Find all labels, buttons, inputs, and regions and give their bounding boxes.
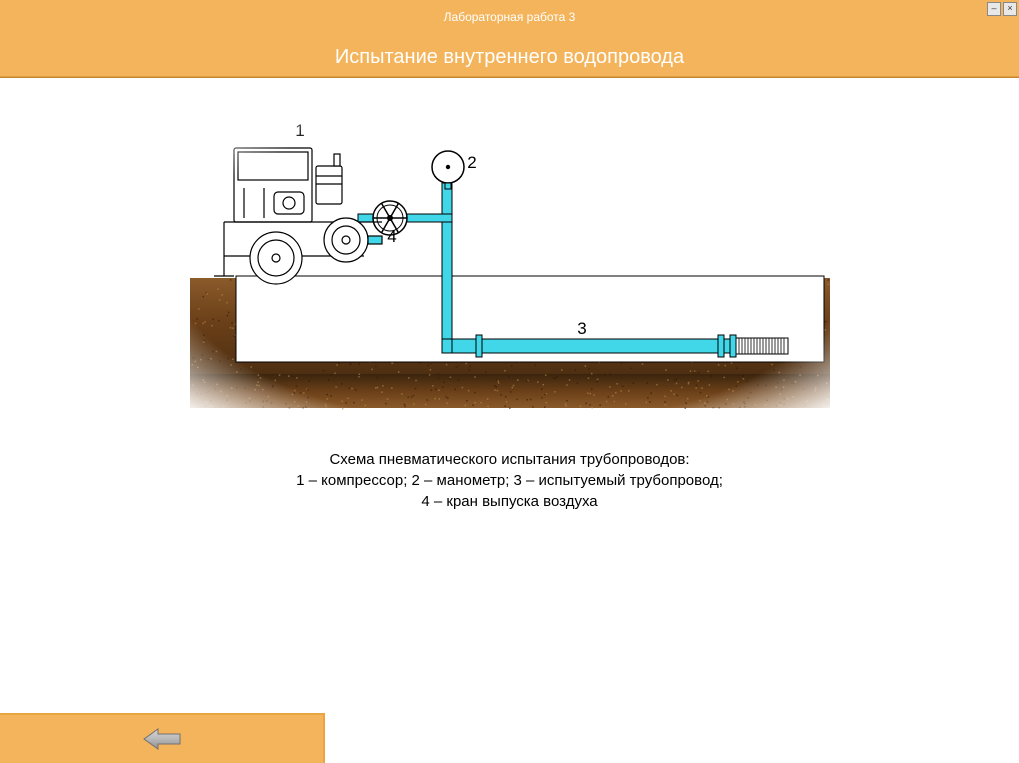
- footer-bar: [0, 713, 325, 763]
- back-button[interactable]: [142, 727, 182, 751]
- svg-text:2: 2: [467, 153, 476, 172]
- content-area: 1 2 3 4 Схема пневматического испытания тру…: [0, 118, 1019, 512]
- diagram-container: 1 2 3 4: [190, 118, 830, 423]
- page-title: Испытание внутреннего водопровода: [0, 46, 1019, 69]
- caption-line-3: 4 – кран выпуска воздуха: [0, 491, 1019, 512]
- caption-line-2: 1 – компрессор; 2 – манометр; 3 – испыту…: [0, 470, 1019, 491]
- window-controls: – ×: [987, 2, 1017, 16]
- minimize-button[interactable]: –: [987, 2, 1001, 16]
- svg-text:1: 1: [295, 121, 304, 140]
- close-button[interactable]: ×: [1003, 2, 1017, 16]
- pneumatic-test-diagram: 1 2 3 4: [190, 118, 830, 418]
- diagram-caption: Схема пневматического испытания трубопро…: [0, 449, 1019, 512]
- caption-line-1: Схема пневматического испытания трубопро…: [0, 449, 1019, 470]
- svg-text:3: 3: [577, 319, 586, 338]
- svg-text:4: 4: [387, 227, 396, 246]
- back-arrow-icon: [142, 727, 182, 751]
- lab-number-label: Лабораторная работа 3: [0, 10, 1019, 24]
- header-bar: Лабораторная работа 3 Испытание внутренн…: [0, 0, 1019, 78]
